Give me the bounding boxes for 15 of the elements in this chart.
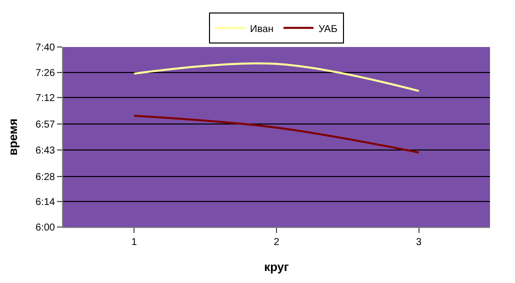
y-tick-label: 7:12 <box>36 92 56 104</box>
x-tick-label: 1 <box>131 237 138 248</box>
y-tick-label: 6:00 <box>36 222 56 234</box>
y-tick-label: 6:28 <box>36 172 56 184</box>
legend-label: УАБ <box>318 24 338 35</box>
y-tick-label: 6:43 <box>36 145 56 156</box>
y-tick-label: 6:57 <box>36 120 56 131</box>
y-tick-label: 7:40 <box>36 42 56 54</box>
y-axis-title: время <box>6 118 20 156</box>
y-tick-label: 7:26 <box>36 68 56 80</box>
x-tick-label: 2 <box>274 237 280 248</box>
y-tick-label: 6:14 <box>36 196 56 208</box>
x-tick-label: 3 <box>416 237 422 248</box>
x-axis-title: круг <box>264 260 289 274</box>
legend-label: Иван <box>250 24 274 35</box>
